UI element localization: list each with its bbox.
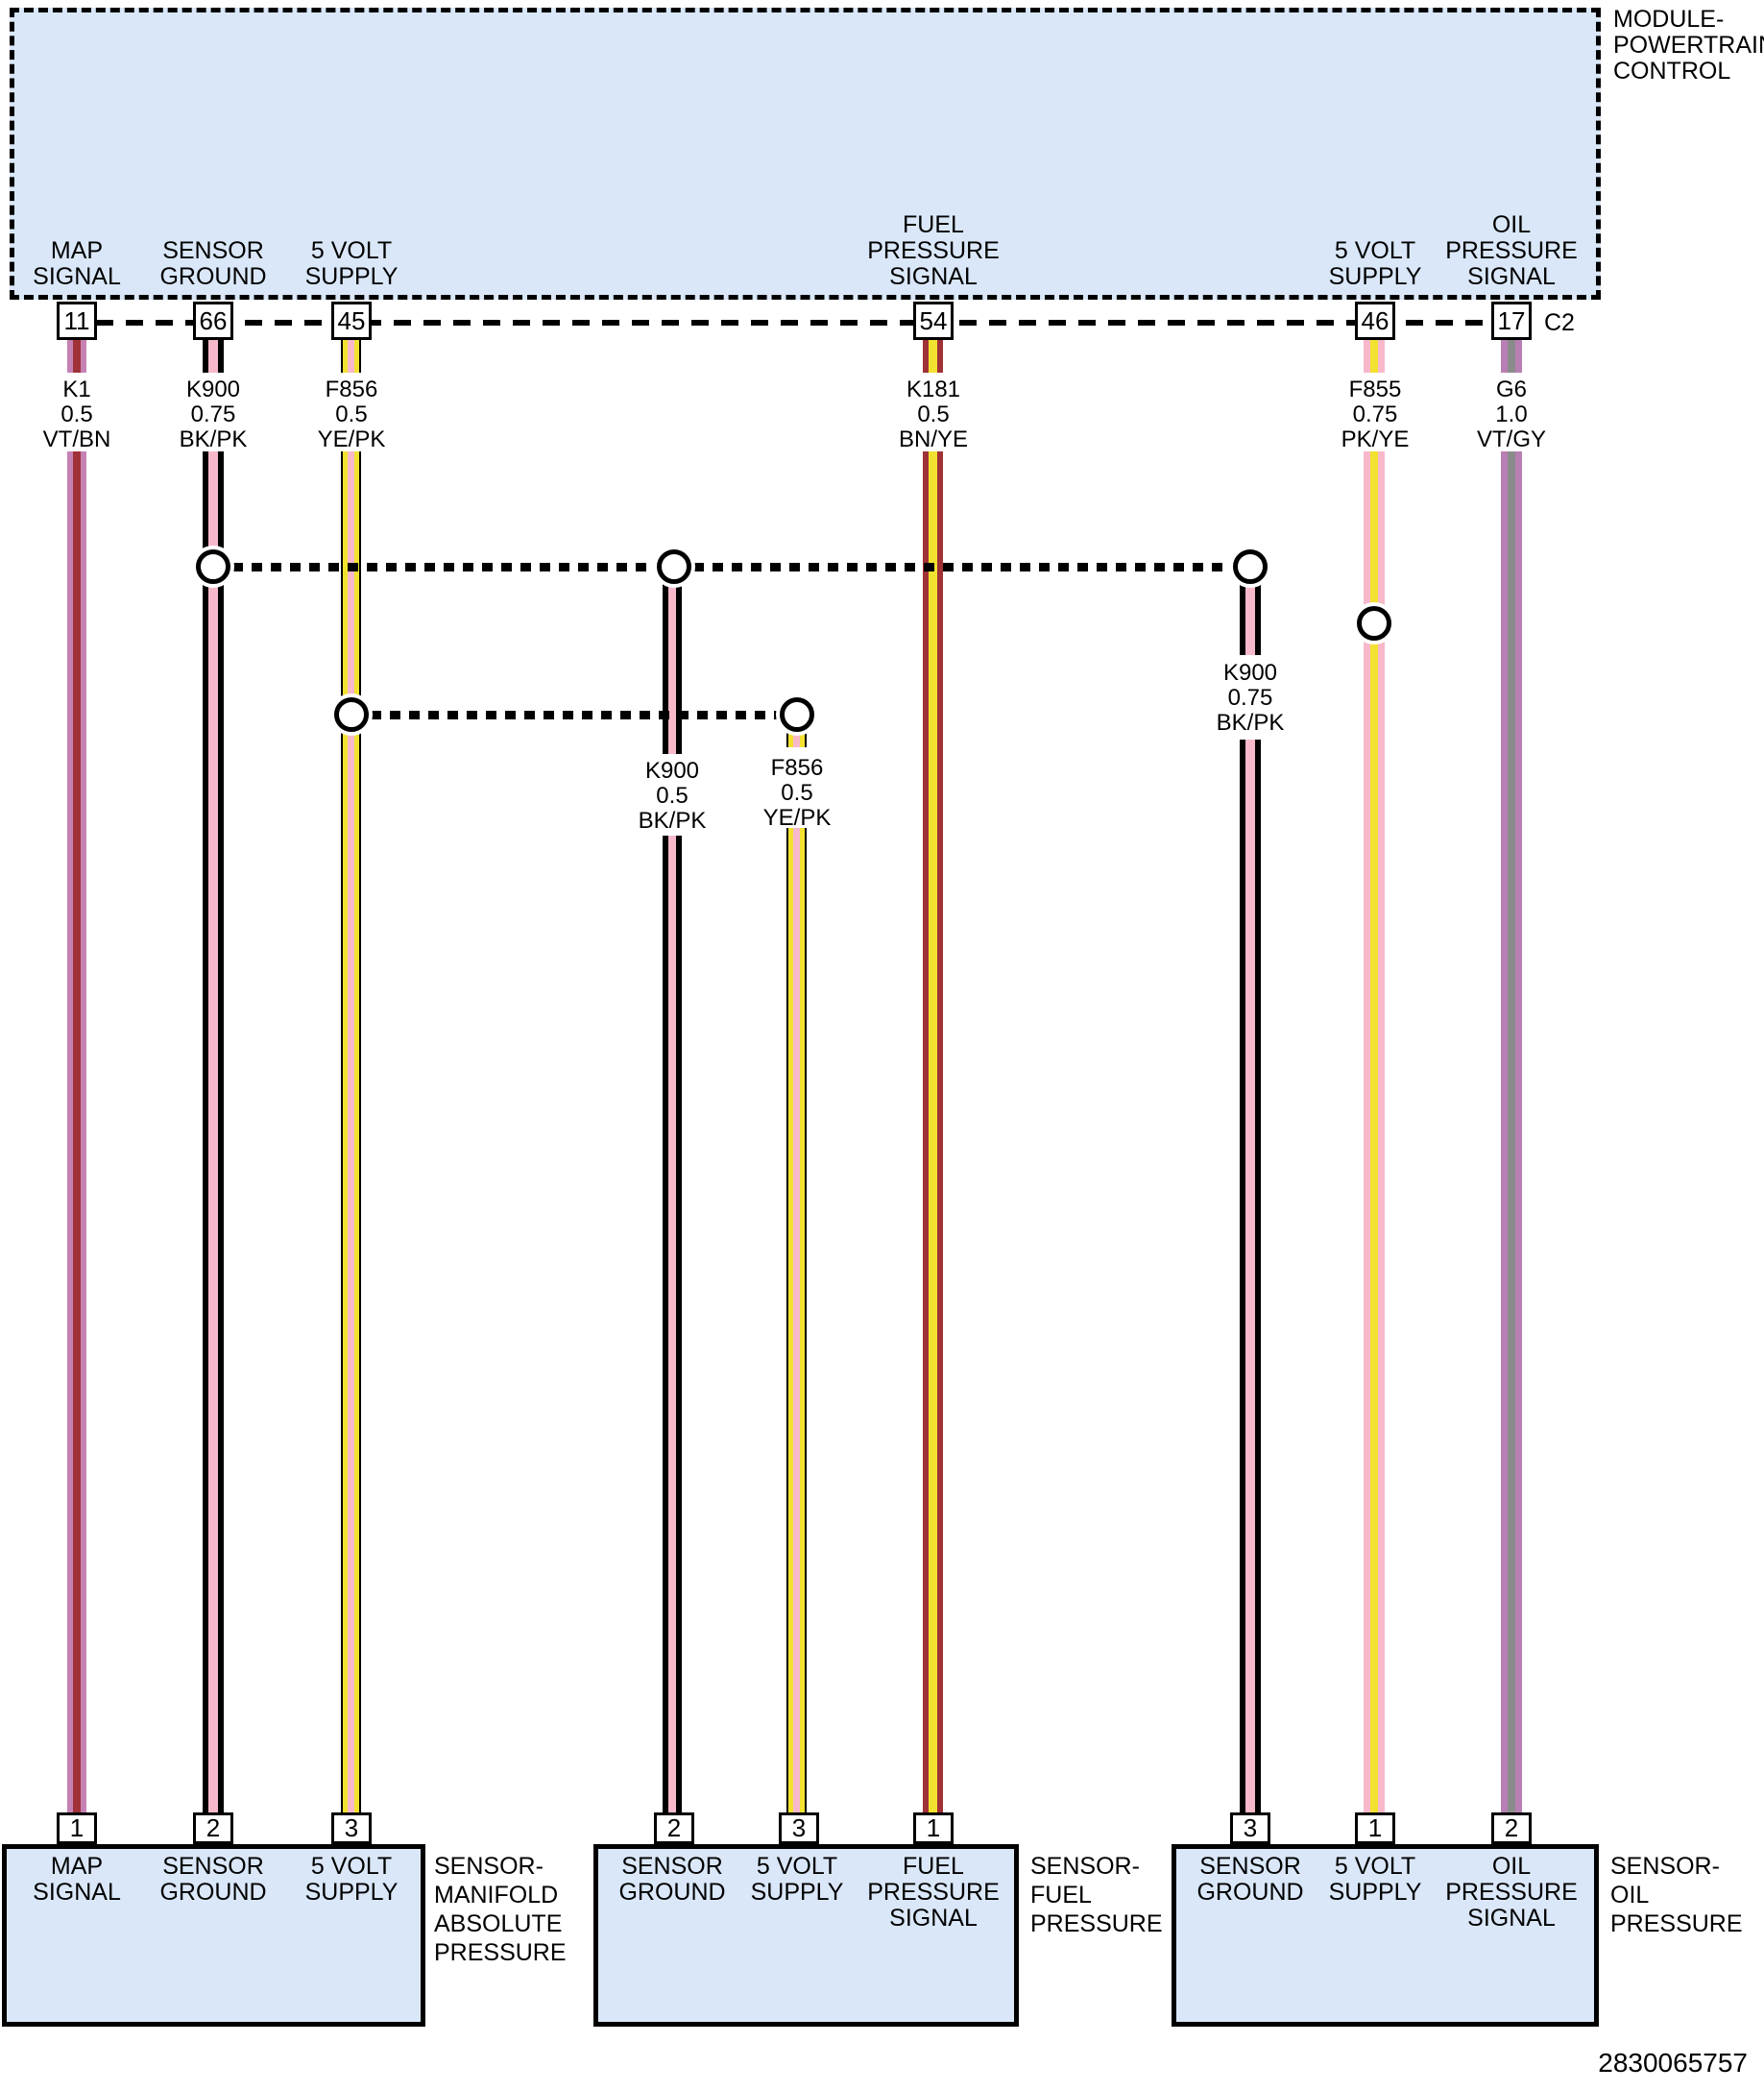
map-sensor-box bbox=[2, 1844, 425, 2027]
splice-point-icon bbox=[196, 549, 230, 584]
wire-f855-stub bbox=[1364, 340, 1385, 373]
wire-k181 bbox=[923, 451, 943, 1812]
module-pin-54: 54 bbox=[913, 302, 954, 340]
wire-k900-main bbox=[203, 451, 224, 1812]
map-sensor-pin-label-sensor-ground: SENSOR GROUND bbox=[159, 1853, 267, 1906]
diagram-number: 2830065757 bbox=[1598, 2048, 1748, 2078]
splice-point-icon bbox=[1357, 606, 1391, 641]
wire-label-k900-main: K900 0.75 BK/PK bbox=[179, 377, 248, 452]
module-pin-label-5v-supply-a: 5 VOLT SUPPLY bbox=[304, 237, 399, 290]
splice-point-icon bbox=[780, 697, 814, 732]
splice-point-icon bbox=[657, 549, 691, 584]
splice-point-icon bbox=[1233, 549, 1268, 584]
map-sensor-pin-2: 2 bbox=[193, 1812, 233, 1844]
wire-k1-stub bbox=[67, 340, 86, 373]
wire-g6-stub bbox=[1501, 340, 1522, 373]
wire-k1 bbox=[67, 451, 86, 1812]
wire-k181-stub bbox=[923, 340, 943, 373]
module-name: MODULE- POWERTRAIN CONTROL bbox=[1613, 7, 1764, 85]
oil-sensor-pin-label-5v-supply: 5 VOLT SUPPLY bbox=[1328, 1853, 1422, 1906]
wire-g6 bbox=[1501, 451, 1522, 1812]
oil-sensor-pin-2: 2 bbox=[1491, 1812, 1532, 1844]
module-pin-45: 45 bbox=[331, 302, 372, 340]
oil-sensor-pin-label-oil-pressure-signal: OIL PRESSURE SIGNAL bbox=[1445, 1853, 1578, 1932]
wire-label-k1: K1 0.5 VT/BN bbox=[42, 377, 111, 452]
module-name-line: CONTROL bbox=[1613, 58, 1731, 85]
connector-c2-label: C2 bbox=[1544, 309, 1575, 336]
module-pin-66: 66 bbox=[193, 302, 233, 340]
module-name-line: POWERTRAIN bbox=[1613, 32, 1764, 59]
wire-label-f855: F855 0.75 PK/YE bbox=[1341, 377, 1410, 452]
fuel-sensor-pin-label-5v-supply: 5 VOLT SUPPLY bbox=[750, 1853, 844, 1906]
module-pin-label-5v-supply-b: 5 VOLT SUPPLY bbox=[1328, 237, 1422, 290]
oil-sensor-name: SENSOR- OIL PRESSURE bbox=[1610, 1853, 1743, 1937]
fuel-sensor-pin-2: 2 bbox=[654, 1812, 694, 1844]
oil-sensor-pin-1: 1 bbox=[1355, 1812, 1395, 1844]
wire-k900-fuel-branch-lower bbox=[663, 836, 682, 1812]
fuel-sensor-pin-3: 3 bbox=[779, 1812, 819, 1844]
connector-c2-dashed-line bbox=[96, 320, 1493, 326]
wire-label-k900-fuel-branch: K900 0.5 BK/PK bbox=[638, 758, 707, 834]
wire-k900-oil-branch-lower bbox=[1240, 740, 1261, 1812]
map-sensor-pin-3: 3 bbox=[331, 1812, 372, 1844]
module-pin-label-sensor-ground: SENSOR GROUND bbox=[159, 237, 267, 290]
fuel-sensor-pin-label-sensor-ground: SENSOR GROUND bbox=[618, 1853, 726, 1906]
fuel-sensor-pin-1: 1 bbox=[913, 1812, 954, 1844]
wire-label-g6: G6 1.0 VT/GY bbox=[1476, 377, 1547, 452]
module-powertrain-control-box bbox=[10, 8, 1601, 300]
wire-f856-main bbox=[341, 451, 361, 1812]
module-pin-46: 46 bbox=[1355, 302, 1395, 340]
splice-dotted-line-row1 bbox=[213, 563, 1250, 571]
wire-label-f856-fuel-branch: F856 0.5 YE/PK bbox=[762, 755, 832, 831]
wire-label-k900-oil-branch: K900 0.75 BK/PK bbox=[1216, 660, 1285, 736]
module-pin-label-map-signal: MAP SIGNAL bbox=[33, 237, 121, 290]
splice-point-icon bbox=[334, 697, 369, 732]
wire-f855 bbox=[1364, 451, 1385, 1812]
wire-k900-oil-branch-upper bbox=[1240, 567, 1261, 655]
module-pin-11: 11 bbox=[57, 302, 97, 340]
wire-k900-stub bbox=[203, 340, 224, 373]
map-sensor-pin-label-map-signal: MAP SIGNAL bbox=[33, 1853, 121, 1906]
wire-k900-fuel-branch-upper bbox=[663, 567, 682, 754]
oil-sensor-pin-3: 3 bbox=[1230, 1812, 1270, 1844]
fuel-sensor-pin-label-fuel-pressure-signal: FUEL PRESSURE SIGNAL bbox=[867, 1853, 1000, 1932]
module-pin-label-oil-pressure-signal: OIL PRESSURE SIGNAL bbox=[1445, 211, 1578, 290]
splice-dotted-line-row2 bbox=[351, 711, 797, 719]
wire-label-f856-main: F856 0.5 YE/PK bbox=[317, 377, 386, 452]
fuel-sensor-name: SENSOR- FUEL PRESSURE bbox=[1030, 1853, 1163, 1937]
map-sensor-pin-1: 1 bbox=[57, 1812, 97, 1844]
fuel-sensor-box bbox=[593, 1844, 1019, 2027]
wire-label-k181: K181 0.5 BN/YE bbox=[898, 377, 969, 452]
wire-f856-stub bbox=[341, 340, 361, 373]
wire-f856-fuel-branch-lower bbox=[786, 828, 807, 1812]
module-pin-label-fuel-pressure-signal: FUEL PRESSURE SIGNAL bbox=[867, 211, 1000, 290]
map-sensor-name: SENSOR- MANIFOLD ABSOLUTE PRESSURE bbox=[434, 1853, 567, 1966]
module-name-line: MODULE- bbox=[1613, 6, 1725, 33]
module-pin-17: 17 bbox=[1491, 302, 1532, 340]
oil-sensor-box bbox=[1172, 1844, 1599, 2027]
map-sensor-pin-label-5v-supply: 5 VOLT SUPPLY bbox=[304, 1853, 399, 1906]
oil-sensor-pin-label-sensor-ground: SENSOR GROUND bbox=[1196, 1853, 1304, 1906]
